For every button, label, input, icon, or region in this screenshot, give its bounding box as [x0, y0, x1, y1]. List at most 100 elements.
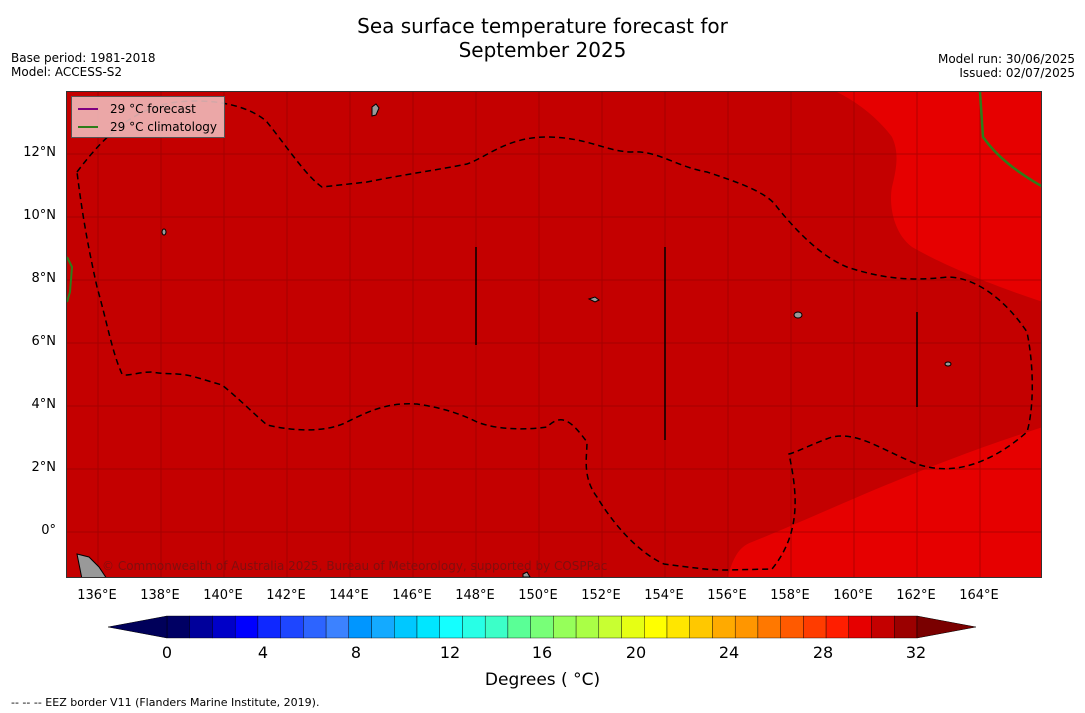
colorbar-tick-24: 24 — [718, 643, 740, 662]
colorbar-cells — [166, 615, 918, 639]
title-line-1: Sea surface temperature forecast for — [357, 14, 728, 38]
model-name: Model: ACCESS-S2 — [11, 65, 123, 79]
lon-label-136e: 136°E — [77, 588, 117, 603]
eez-footnote: -- -- -- EEZ border V11 (Flanders Marine… — [11, 696, 320, 709]
lon-label-154e: 154°E — [644, 588, 684, 603]
colorbar-cell — [530, 615, 554, 639]
lon-label-142e: 142°E — [266, 588, 306, 603]
palau-island — [161, 228, 167, 236]
lat-label-4n: 4°N — [31, 397, 57, 412]
colorbar-cell — [894, 615, 918, 639]
map-panel[interactable] — [66, 91, 1042, 578]
legend-climatology: 29 °C climatology — [78, 120, 217, 134]
chuuk-island — [587, 296, 600, 303]
colorbar-cell — [757, 615, 781, 639]
colorbar-cell — [666, 615, 690, 639]
colorbar-cell — [212, 615, 236, 639]
guam-island — [371, 103, 380, 117]
colorbar-cell — [871, 615, 895, 639]
data-artifacts — [475, 247, 918, 440]
colorbar-cell — [598, 615, 622, 639]
eez-border — [76, 100, 1034, 571]
colorbar-cell — [621, 615, 645, 639]
lon-label-148e: 148°E — [455, 588, 495, 603]
lon-label-144e: 144°E — [329, 588, 369, 603]
colorbar-cell — [303, 615, 327, 639]
colorbar-cell — [257, 615, 281, 639]
lat-label-6n: 6°N — [31, 334, 57, 349]
colorbar-cell — [416, 615, 440, 639]
map-svg — [67, 92, 1041, 577]
model-run: Model run: 30/06/2025 — [937, 52, 1075, 66]
islet-south — [522, 571, 531, 577]
colorbar-cell — [507, 615, 531, 639]
colorbar-tick-4: 4 — [257, 643, 269, 662]
map-grid — [67, 92, 1041, 577]
colorbar-cell — [575, 615, 600, 639]
colorbar-tick-16: 16 — [531, 643, 553, 662]
colorbar-cell — [234, 615, 259, 639]
colorbar-title: Degrees ( °C) — [484, 670, 601, 690]
colorbar-tick-0: 0 — [161, 643, 173, 662]
lat-label-8n: 8°N — [31, 271, 57, 286]
lon-label-152e: 152°E — [581, 588, 621, 603]
lat-label-12n: 12°N — [23, 145, 56, 160]
lat-label-0: 0° — [41, 523, 56, 538]
png-coast — [76, 553, 107, 577]
meta-left: Base period: 1981-2018 Model: ACCESS-S2 — [11, 51, 156, 79]
lat-label-2n: 2°N — [31, 460, 57, 475]
copyright-text: © Commonwealth of Australia 2025, Bureau… — [102, 559, 608, 573]
issued-date: Issued: 02/07/2025 — [959, 66, 1075, 80]
lon-label-150e: 150°E — [518, 588, 558, 603]
colorbar-cell — [484, 615, 509, 639]
colorbar-under-arrow — [107, 615, 168, 639]
climatology-contour-ne — [978, 92, 1041, 188]
legend-climatology-swatch — [78, 126, 98, 128]
lon-label-146e: 146°E — [392, 588, 432, 603]
lon-label-158e: 158°E — [770, 588, 810, 603]
lon-label-164e: 164°E — [959, 588, 999, 603]
lon-label-160e: 160°E — [833, 588, 873, 603]
lat-label-10n: 10°N — [23, 208, 56, 223]
meta-right: Model run: 30/06/2025 Issued: 02/07/2025 — [938, 52, 1075, 80]
colorbar-cell — [734, 615, 759, 639]
colorbar-cell — [825, 615, 850, 639]
sst-field-warmer-se — [727, 427, 1041, 577]
legend-forecast-label: 29 °C forecast — [110, 102, 196, 116]
colorbar-cell — [780, 615, 804, 639]
colorbar-tick-20: 20 — [625, 643, 647, 662]
colorbar-cell — [394, 615, 418, 639]
title-line-2: September 2025 — [458, 38, 627, 62]
lon-label-162e: 162°E — [896, 588, 936, 603]
colorbar-cell — [280, 615, 304, 639]
lon-label-138e: 138°E — [140, 588, 180, 603]
colorbar — [107, 615, 977, 639]
legend-forecast-swatch — [78, 108, 98, 110]
colorbar-cell — [712, 615, 736, 639]
base-period: Base period: 1981-2018 — [11, 51, 156, 65]
colorbar-cell — [348, 615, 372, 639]
colorbar-tick-8: 8 — [350, 643, 362, 662]
colorbar-cell — [689, 615, 713, 639]
colorbar-tick-28: 28 — [812, 643, 834, 662]
colorbar-cell — [462, 615, 486, 639]
legend-forecast: 29 °C forecast — [78, 102, 196, 116]
legend-climatology-label: 29 °C climatology — [110, 120, 218, 134]
chart-title: Sea surface temperature forecast for Sep… — [0, 14, 1085, 62]
lon-label-156e: 156°E — [707, 588, 747, 603]
lon-label-140e: 140°E — [203, 588, 243, 603]
colorbar-cell — [848, 615, 872, 639]
pohnpei-island — [793, 311, 803, 319]
colorbar-cell — [325, 615, 350, 639]
colorbar-over-arrow — [916, 615, 977, 639]
colorbar-cell — [439, 615, 463, 639]
map-legend: 29 °C forecast 29 °C climatology — [71, 96, 225, 138]
islands — [76, 103, 952, 577]
colorbar-cell — [371, 615, 395, 639]
colorbar-cell — [189, 615, 213, 639]
colorbar-cell — [803, 615, 827, 639]
colorbar-tick-32: 32 — [905, 643, 927, 662]
colorbar-cell — [553, 615, 577, 639]
colorbar-tick-12: 12 — [439, 643, 461, 662]
kosrae-island — [944, 361, 952, 367]
